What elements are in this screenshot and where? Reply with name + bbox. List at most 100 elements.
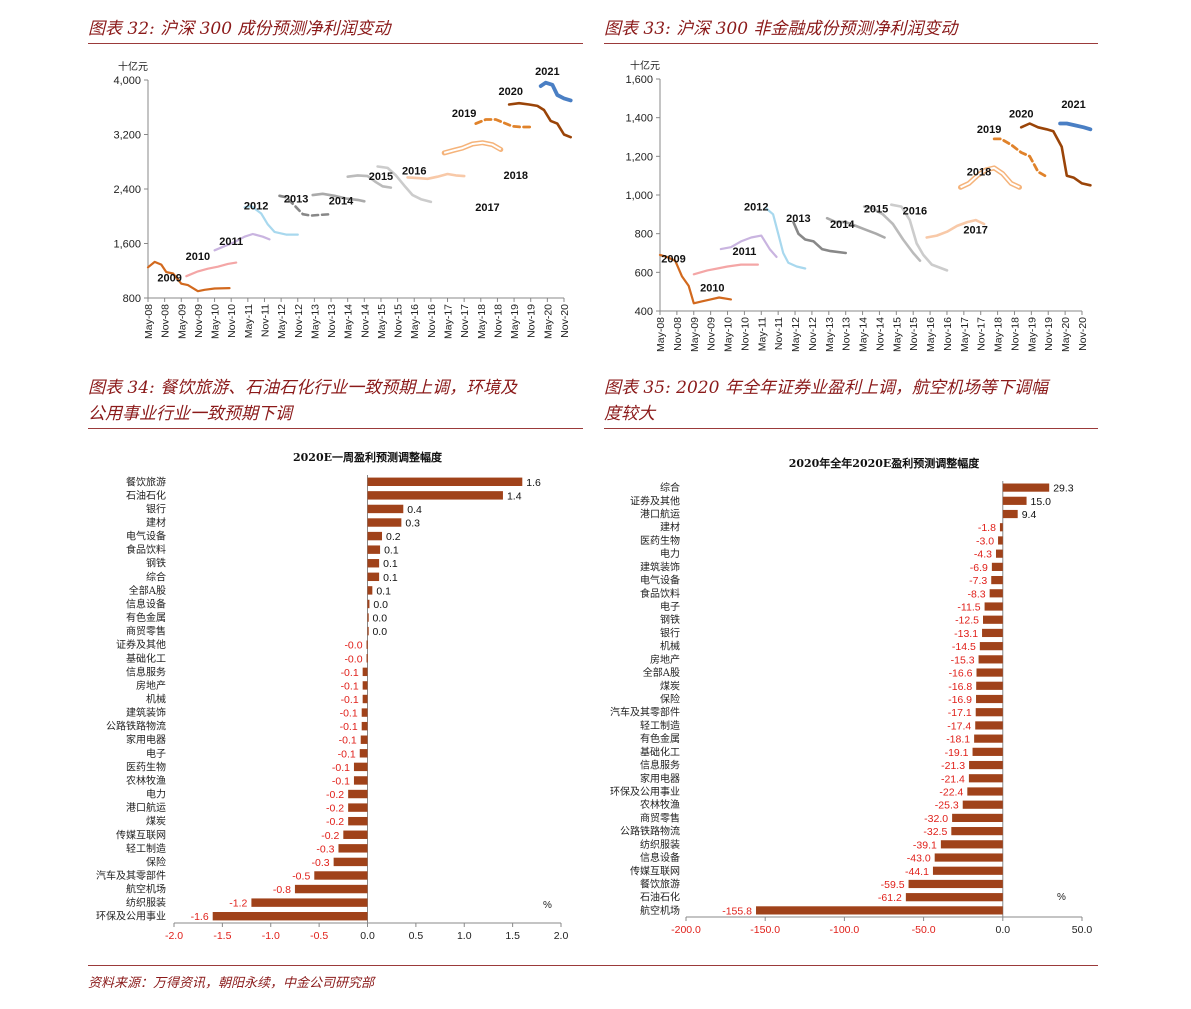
c32-series-2010: [185, 261, 238, 278]
title-chart-35-line2: 度较大: [604, 404, 655, 424]
c34-category-label: 银行: [146, 502, 166, 515]
c35-category-label: 环保及公用事业: [610, 785, 680, 798]
c35-value-label: 15.0: [1031, 496, 1052, 508]
c35-category-label: 综合: [660, 481, 680, 494]
c35-category-label: 建筑装饰: [640, 560, 680, 573]
c33-xtick-label: Nov-08: [672, 317, 684, 351]
c32-xtick-label: May-10: [210, 304, 222, 339]
c34-bar: [367, 572, 380, 582]
c34-bar: [366, 640, 368, 649]
c32-ytick-label: 2,400: [113, 184, 141, 196]
c33-xtick-label: Nov-16: [942, 317, 954, 351]
c32-xtick-label: Nov-19: [526, 304, 538, 338]
c34-category-label: 煤炭: [146, 815, 166, 828]
c35-bar: [934, 853, 1003, 862]
c33-label-2016: 2016: [903, 205, 927, 217]
c34-value-label: -0.1: [339, 735, 357, 747]
c35-bar: [1002, 483, 1050, 492]
c35-group: 2020年全年2020E盈利预测调整幅度 -200.0 -150.0 -100.0 -5…: [610, 456, 1092, 936]
c32-series-2009: [146, 260, 231, 293]
title-chart-34-line2: 公用事业行业一致预期下调: [88, 404, 292, 424]
c34-bar: [362, 694, 368, 704]
c35-category-label: 石油石化: [640, 891, 680, 904]
c34-group: 2020E一周盈利预测调整幅度 -2.0 -1.5 -1.0 -0.5 0.0 0.5 1.0…: [96, 450, 568, 942]
c34-bar: [367, 559, 380, 568]
c34-value-label: -0.2: [321, 830, 339, 842]
c32-xtick-label: Nov-18: [492, 304, 504, 338]
c35-value-label: -17.4: [947, 720, 971, 732]
c35-category-label: 医药生物: [640, 534, 680, 547]
c34-bar: [367, 518, 402, 527]
c34-title: 2020E一周盈利预测调整幅度: [293, 450, 443, 464]
c34-bar: [367, 504, 404, 514]
c34-xtick-label: 1.5: [505, 930, 520, 942]
c34-category-label: 信息设备: [126, 597, 166, 610]
c33-xtick-label: Nov-13: [841, 317, 853, 351]
c33-xtick-label: Nov-14: [874, 317, 886, 351]
c34-category-label: 轻工制造: [126, 842, 166, 855]
c35-value-label: -15.3: [951, 654, 975, 666]
c34-category-label: 传媒互联网: [116, 829, 166, 841]
c35-value-label: -3.0: [976, 535, 994, 547]
c34-category-label: 医药生物: [126, 760, 166, 773]
c32-xtick-label: May-16: [409, 304, 421, 339]
c34-bar: [251, 898, 368, 907]
c32-xtick-label: Nov-13: [326, 304, 338, 338]
c34-category-label: 公路铁路物流: [106, 720, 166, 733]
c35-value-label: -155.8: [722, 905, 752, 917]
c35-bar: [962, 800, 1003, 809]
c35-value-label: -21.3: [941, 760, 965, 772]
c34-value-label: -0.1: [340, 708, 358, 720]
c32-xtick-label: Nov-14: [359, 304, 371, 338]
c34-bar: [367, 586, 373, 595]
c35-bar: [968, 774, 1003, 783]
c34-category-label: 证券及其他: [116, 638, 166, 651]
c35-bar: [975, 721, 1003, 730]
c32-series-2012: [243, 204, 299, 236]
c32-xtick-label: Nov-15: [393, 304, 405, 338]
c33-label-2017: 2017: [963, 225, 987, 237]
c34-bar: [367, 477, 523, 486]
c34-value-label: -0.8: [273, 884, 291, 896]
c32-xtick-label: May-11: [243, 304, 255, 338]
c33-xtick-label: Nov-19: [1043, 317, 1055, 351]
c35-value-label: -13.1: [954, 628, 978, 640]
c32-label-2011: 2011: [219, 236, 243, 248]
c33-series-2014: [825, 216, 886, 239]
c33-xtick-label: May-20: [1060, 317, 1072, 352]
c35-value-label: -39.1: [913, 839, 937, 851]
footer-rule: [88, 965, 1098, 966]
c34-category-label: 有色金属: [126, 611, 166, 624]
c33-series-2010: [692, 263, 759, 276]
c34-bar: [348, 803, 368, 812]
c35-bar: [932, 866, 1003, 875]
c33-xtick-label: May-10: [723, 317, 735, 352]
c34-bar: [359, 749, 368, 758]
c35-category-label: 信息服务: [640, 759, 680, 772]
c35-bar: [969, 760, 1003, 770]
c34-value-label: -0.1: [341, 694, 359, 706]
c35-bar: [998, 536, 1003, 545]
c34-bar: [348, 789, 368, 799]
c34-bar: [367, 545, 381, 554]
c35-category-label: 港口航运: [640, 508, 680, 521]
c34-category-label: 综合: [146, 570, 166, 583]
c35-bar: [978, 655, 1003, 664]
c32-label-2014: 2014: [329, 196, 354, 208]
c32-xtick-label: May-20: [542, 304, 554, 339]
c32-label-2021: 2021: [535, 66, 559, 78]
c32-label-2015: 2015: [369, 171, 393, 183]
c33-label-2009: 2009: [661, 254, 685, 266]
c34-bar: [367, 599, 370, 609]
c33-series-2011: [719, 234, 778, 258]
c35-category-label: 煤炭: [660, 679, 680, 692]
c33-xtick-label: May-19: [1026, 317, 1038, 352]
c34-category-label: 环保及公用事业: [96, 910, 166, 923]
c34-bar: [367, 491, 503, 500]
c33-xtick-label: Nov-17: [976, 317, 988, 351]
c32-label-2012: 2012: [244, 200, 268, 212]
c33-series-2021: [1058, 121, 1093, 132]
c34-bar: [353, 776, 368, 785]
c33-label-2019: 2019: [977, 124, 1001, 136]
c33-ytick-label: 1,600: [625, 74, 653, 86]
